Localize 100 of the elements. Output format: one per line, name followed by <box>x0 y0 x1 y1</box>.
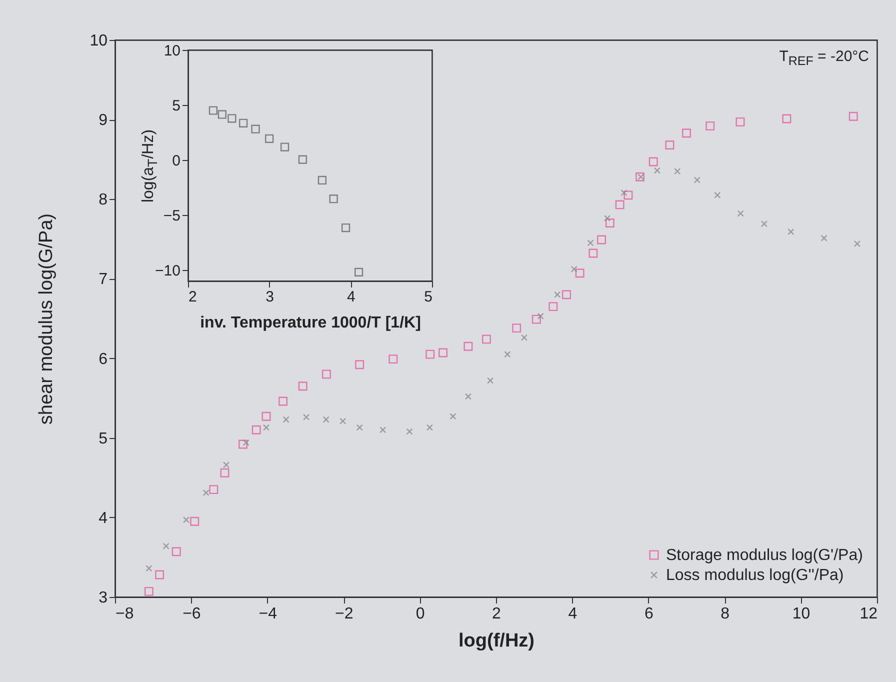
point <box>242 439 250 446</box>
y-tick-label: 6 <box>98 350 108 368</box>
point <box>238 440 248 449</box>
point <box>482 334 491 344</box>
y-tick-label: −5 <box>163 208 180 224</box>
point <box>760 220 768 228</box>
x-axis-title: inv. Temperature 1000/T [1/K] <box>200 314 421 332</box>
point <box>302 414 310 420</box>
point <box>298 155 307 164</box>
annotation: T$_{REF}$ = -20°C <box>779 48 869 68</box>
point <box>620 189 628 196</box>
point <box>520 334 528 341</box>
point <box>575 268 584 278</box>
y-tick-label: 9 <box>98 112 108 130</box>
point <box>737 210 744 217</box>
y-tick-label: 4 <box>98 510 108 527</box>
point <box>782 114 792 124</box>
point <box>222 462 230 468</box>
point <box>562 290 571 300</box>
point <box>648 157 658 166</box>
point <box>654 167 660 174</box>
point <box>252 425 261 434</box>
point <box>464 393 472 400</box>
point <box>597 235 606 244</box>
point <box>570 266 578 272</box>
point <box>512 324 522 333</box>
point <box>605 218 614 228</box>
point <box>341 223 350 232</box>
point <box>282 416 290 423</box>
point <box>318 176 327 185</box>
x-tick-label: 0 <box>416 606 425 622</box>
point <box>682 128 691 138</box>
point <box>736 117 745 126</box>
point <box>674 168 681 175</box>
point <box>438 348 448 358</box>
point <box>450 413 456 420</box>
point <box>262 424 270 431</box>
point <box>278 396 288 406</box>
point <box>554 291 561 298</box>
point <box>172 547 181 556</box>
point <box>706 121 715 130</box>
point <box>322 416 330 423</box>
y-tick-label: −10 <box>155 262 180 280</box>
point <box>486 377 494 384</box>
point <box>820 234 828 242</box>
point <box>854 240 860 248</box>
point <box>329 194 338 204</box>
point <box>548 302 558 312</box>
point <box>464 342 473 351</box>
point <box>694 176 700 184</box>
x-tick-label: 5 <box>424 288 432 306</box>
y-tick-label: 7 <box>98 271 108 288</box>
point <box>615 200 624 210</box>
point <box>190 516 200 526</box>
point <box>182 516 190 524</box>
point <box>604 214 611 222</box>
point <box>202 489 210 496</box>
point <box>218 110 226 119</box>
x-axis-title: log(f/Hz) <box>458 630 534 652</box>
point <box>356 424 363 431</box>
point <box>280 142 290 152</box>
point <box>504 350 511 358</box>
y-tick-label: 10 <box>90 32 108 50</box>
y-tick-label: 5 <box>98 430 108 448</box>
x-tick-label: 2 <box>492 606 502 622</box>
point <box>406 428 413 435</box>
y-axis-title: shear modulus log(G/Pa) <box>36 212 58 424</box>
point <box>354 268 364 277</box>
point <box>426 350 435 359</box>
x-tick-label: 6 <box>644 606 654 622</box>
point <box>239 118 248 128</box>
point <box>251 124 260 134</box>
x-tick-label: −6 <box>182 606 201 622</box>
point <box>144 586 154 596</box>
point <box>265 134 274 143</box>
point <box>788 228 794 236</box>
legend-label: Storage modulus log(G'/Pa) <box>666 547 863 564</box>
point <box>532 314 541 324</box>
x-tick-label: 12 <box>860 606 878 622</box>
point <box>146 565 152 572</box>
x-tick-label: 4 <box>346 288 356 306</box>
y-tick-label: 3 <box>98 590 108 606</box>
x-tick-label: −8 <box>116 606 134 622</box>
point <box>388 354 398 364</box>
point <box>588 248 598 258</box>
x-tick-label: 8 <box>720 606 730 622</box>
x-tick-label: −4 <box>258 606 278 622</box>
y-tick-label: 8 <box>98 192 108 209</box>
point <box>220 468 230 478</box>
point <box>624 190 633 200</box>
x-tick-label: −2 <box>334 606 354 622</box>
y-tick-label: 5 <box>172 98 180 114</box>
x-tick-label: 10 <box>792 606 810 622</box>
point <box>537 312 544 320</box>
point <box>262 412 271 421</box>
point <box>848 112 858 121</box>
point <box>322 370 331 379</box>
point <box>426 424 434 431</box>
x-tick-label: 4 <box>568 606 578 622</box>
y-tick-label: 10 <box>164 42 180 60</box>
